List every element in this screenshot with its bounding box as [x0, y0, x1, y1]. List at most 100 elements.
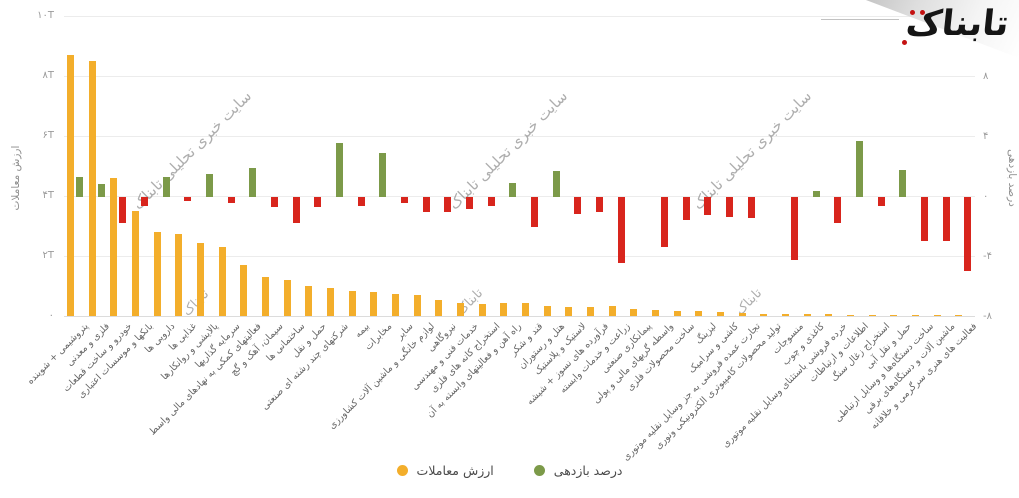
bar-transaction-value	[673, 310, 681, 316]
bar-return-percent	[704, 197, 712, 216]
bar-return-percent	[184, 197, 192, 201]
legend-label-return: درصد بازدهی	[553, 463, 623, 478]
legend-item-transactions[interactable]: ارزش معاملات	[396, 463, 494, 478]
gridline	[64, 76, 975, 77]
bar-transaction-value	[911, 315, 919, 316]
bar-transaction-value	[781, 313, 789, 316]
bar-transaction-value	[695, 311, 703, 316]
bar-return-percent	[487, 197, 495, 207]
bar-return-percent	[682, 197, 690, 220]
right-axis-tick: ۸	[983, 70, 989, 82]
bar-return-percent	[552, 171, 560, 197]
gridline	[64, 196, 975, 197]
bar-transaction-value	[110, 178, 118, 316]
bar-transaction-value	[131, 211, 139, 316]
right-axis-tick: ۰	[983, 191, 989, 202]
gridline	[64, 256, 975, 257]
logo-rule-line	[821, 19, 899, 20]
left-axis-tick: ۱۰T	[37, 10, 54, 21]
logo-red-dot	[910, 10, 915, 15]
watermark-large: سایت خبری تحلیلی تابناک	[128, 86, 256, 214]
bar-return-percent	[617, 197, 625, 264]
bar-return-percent	[400, 197, 408, 204]
bar-transaction-value	[413, 295, 421, 316]
bar-transaction-value	[261, 277, 269, 316]
gridline	[64, 316, 975, 317]
left-axis-title: ارزش معاملات	[10, 145, 22, 211]
bar-transaction-value	[565, 307, 573, 316]
bar-return-percent	[942, 197, 950, 241]
bar-return-percent	[834, 197, 842, 223]
bar-return-percent	[292, 197, 300, 223]
bar-return-percent	[249, 168, 257, 197]
bar-transaction-value	[521, 303, 529, 316]
bar-transaction-value	[391, 293, 399, 316]
legend: ارزش معاملات درصد بازدهی	[0, 463, 1019, 478]
bar-transaction-value	[760, 313, 768, 316]
bar-transaction-value	[803, 314, 811, 316]
bar-transaction-value	[716, 312, 724, 316]
bar-return-percent	[444, 197, 452, 213]
gridline	[64, 136, 975, 137]
bar-transaction-value	[175, 233, 183, 316]
right-axis-tick: -۸	[983, 311, 992, 323]
bar-transaction-value	[240, 265, 248, 316]
right-axis-tick: ۴	[983, 130, 989, 142]
gridline	[64, 16, 975, 17]
bar-return-percent	[270, 197, 278, 207]
bar-return-percent	[509, 183, 517, 197]
bar-transaction-value	[933, 315, 941, 316]
bar-return-percent	[812, 190, 820, 197]
bar-transaction-value	[868, 314, 876, 316]
bar-return-percent	[97, 184, 105, 197]
bar-return-percent	[747, 197, 755, 219]
bar-return-percent	[920, 197, 928, 241]
bar-transaction-value	[456, 302, 464, 316]
bar-transaction-value	[283, 280, 291, 316]
left-axis-tick: ۸T	[42, 70, 54, 81]
bar-return-percent	[119, 197, 127, 223]
bar-return-percent	[790, 197, 798, 261]
bar-return-percent	[379, 153, 387, 197]
bar-return-percent	[314, 197, 322, 207]
bar-return-percent	[422, 197, 430, 213]
bar-transaction-value	[370, 292, 378, 316]
left-axis-tick: ۶T	[42, 130, 54, 141]
bar-transaction-value	[326, 287, 334, 316]
bar-transaction-value	[348, 290, 356, 316]
left-axis-tick: ۲T	[42, 250, 54, 261]
bar-transaction-value	[435, 299, 443, 316]
bar-transaction-value	[586, 307, 594, 316]
bar-transaction-value	[500, 302, 508, 316]
category-label: تجارت عمده فروشی به جز وسایل نقلیه موتور…	[620, 321, 763, 464]
bar-return-percent	[227, 197, 235, 204]
bar-return-percent	[725, 197, 733, 217]
bar-transaction-value	[825, 314, 833, 316]
bar-return-percent	[357, 197, 365, 207]
bar-return-percent	[140, 197, 148, 207]
bar-transaction-value	[88, 61, 96, 316]
bar-return-percent	[465, 197, 473, 210]
bar-return-percent	[530, 197, 538, 228]
bar-return-percent	[205, 174, 213, 197]
bar-return-percent	[75, 177, 83, 197]
bar-return-percent	[574, 197, 582, 214]
right-axis-tick: -۴	[983, 251, 992, 263]
bar-transaction-value	[305, 286, 313, 316]
bar-transaction-value	[218, 247, 226, 316]
bar-return-percent	[595, 197, 603, 213]
legend-item-return[interactable]: درصد بازدهی	[533, 463, 623, 478]
bar-return-percent	[899, 169, 907, 197]
bar-transaction-value	[630, 308, 638, 316]
bar-transaction-value	[608, 306, 616, 316]
bar-return-percent	[660, 197, 668, 247]
bar-transaction-value	[955, 315, 963, 316]
bar-transaction-value	[478, 304, 486, 316]
bar-transaction-value	[153, 232, 161, 316]
logo-red-dot	[920, 10, 925, 15]
bar-return-percent	[855, 141, 863, 197]
bar-transaction-value	[66, 55, 74, 316]
legend-dot-transactions	[396, 465, 408, 476]
left-axis-tick: ۰	[48, 310, 54, 321]
